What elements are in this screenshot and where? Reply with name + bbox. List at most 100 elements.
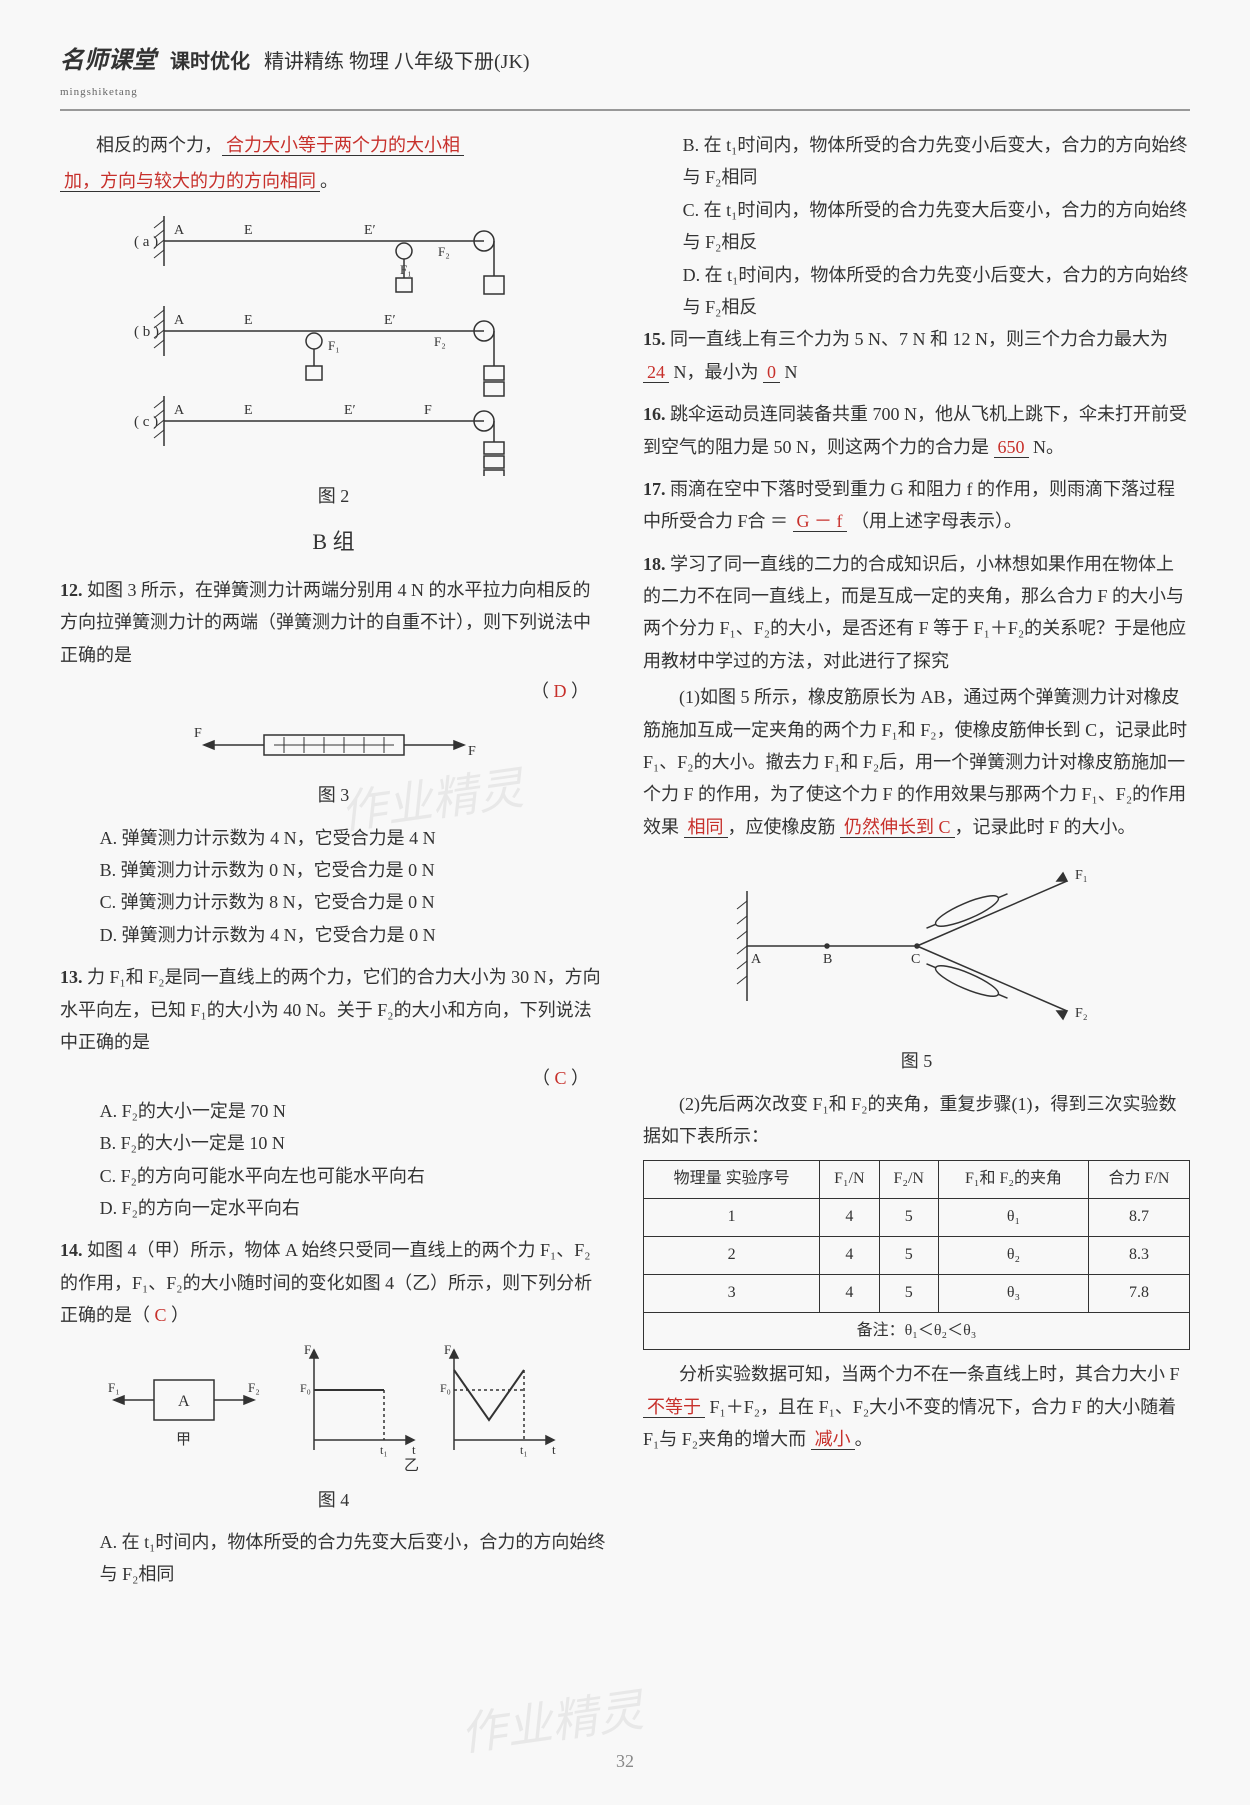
svg-text:乙: 乙 bbox=[404, 1458, 419, 1474]
svg-text:A: A bbox=[174, 403, 185, 418]
svg-text:F₂: F₂ bbox=[444, 1342, 456, 1357]
q12-num: 12. bbox=[60, 580, 83, 600]
svg-text:A: A bbox=[751, 952, 762, 967]
intro-para2: 加，方向与较大的力的方向相同。 bbox=[60, 165, 607, 197]
q14-optA: A. 在 t₁时间内，物体所受的合力先变大后变小，合力的方向始终与 F₂相同 bbox=[100, 1526, 607, 1591]
q18-ans4: 减小 bbox=[811, 1429, 855, 1450]
q12-optB: B. 弹簧测力计示数为 0 N，它受合力是 0 N bbox=[100, 854, 607, 886]
svg-text:F: F bbox=[468, 744, 476, 759]
intro-ans2: 加，方向与较大的力的方向相同 bbox=[60, 171, 320, 192]
question-15: 15. 同一直线上有三个力为 5 N、7 N 和 12 N，则三个力合力最大为 … bbox=[643, 323, 1190, 388]
svg-text:( a ): ( a ) bbox=[134, 234, 158, 250]
q12-optD: D. 弹簧测力计示数为 4 N，它受合力是 0 N bbox=[100, 919, 607, 951]
q16-t1: 跳伞运动员连同装备共重 700 N，他从飞机上跳下，伞未打开前受到空气的阻力是 … bbox=[643, 404, 1187, 456]
fig4-caption: 图 4 bbox=[60, 1484, 607, 1516]
th1: 物理量 实验序号 bbox=[644, 1161, 820, 1199]
right-column: B. 在 t₁时间内，物体所受的合力先变小后变大，合力的方向始终与 F₂相同 C… bbox=[643, 129, 1190, 1601]
experiment-table: 物理量 实验序号 F₁/N F₂/N F₁和 F₂的夹角 合力 F/N 1 4 … bbox=[643, 1160, 1190, 1350]
svg-text:E′: E′ bbox=[384, 313, 396, 328]
q13-optB: B. F₂的大小一定是 10 N bbox=[100, 1127, 607, 1159]
svg-text:F: F bbox=[194, 726, 202, 741]
q12-optA: A. 弹簧测力计示数为 4 N，它受合力是 4 N bbox=[100, 822, 607, 854]
svg-text:F₁: F₁ bbox=[400, 262, 412, 277]
svg-text:E′: E′ bbox=[344, 403, 356, 418]
q14-optB: B. 在 t₁时间内，物体所受的合力先变小后变大，合力的方向始终与 F₂相同 bbox=[683, 129, 1190, 194]
q17-t2: （用上述字母表示）。 bbox=[851, 511, 1022, 531]
table-row: 1 4 5 θ₁ 8.7 bbox=[644, 1199, 1190, 1237]
figure-5: A B C F₁ F₂ bbox=[643, 851, 1190, 1041]
q15-t2: N，最小为 bbox=[674, 362, 759, 382]
th2: F₁/N bbox=[820, 1161, 879, 1199]
concl-t3: 。 bbox=[855, 1429, 873, 1449]
q13-text: 力 F₁和 F₂是同一直线上的两个力，它们的合力大小为 30 N，方向水平向左，… bbox=[60, 967, 601, 1052]
question-16: 16. 跳伞运动员连同装备共重 700 N，他从飞机上跳下，伞未打开前受到空气的… bbox=[643, 398, 1190, 463]
brand: 名师课堂 bbox=[60, 40, 156, 83]
intro-period: 。 bbox=[320, 171, 338, 191]
concl-t1: 分析实验数据可知，当两个力不在一条直线上时，其合力大小 F bbox=[679, 1364, 1180, 1384]
q18-num: 18. bbox=[643, 554, 666, 574]
svg-text:E: E bbox=[244, 223, 253, 238]
q15-ans2: 0 bbox=[763, 362, 780, 383]
question-13: 13. 力 F₁和 F₂是同一直线上的两个力，它们的合力大小为 30 N，方向水… bbox=[60, 961, 607, 1224]
q13-optC: C. F₂的方向可能水平向左也可能水平向右 bbox=[100, 1160, 607, 1192]
th3: F₂/N bbox=[879, 1161, 938, 1199]
q15-t1: 同一直线上有三个力为 5 N、7 N 和 12 N，则三个力合力最大为 bbox=[670, 329, 1168, 349]
svg-text:E: E bbox=[244, 313, 253, 328]
question-18: 18. 学习了同一直线的二力的合成知识后，小林想如果作用在物体上的二力不在同一直… bbox=[643, 548, 1190, 1456]
svg-text:F₂: F₂ bbox=[1075, 1006, 1088, 1021]
left-column: 相反的两个力，合力大小等于两个力的大小相 加，方向与较大的力的方向相同。 ( a… bbox=[60, 129, 607, 1601]
q14-text: 如图 4（甲）所示，物体 A 始终只受同一直线上的两个力 F₁、F₂的作用，F₁… bbox=[60, 1240, 592, 1325]
q13-optD: D. F₂的方向一定水平向右 bbox=[100, 1192, 607, 1224]
page-number: 32 bbox=[0, 1745, 1250, 1777]
svg-text:( b ): ( b ) bbox=[134, 324, 159, 340]
q18-conclusion: 分析实验数据可知，当两个力不在一条直线上时，其合力大小 F 不等于 F₁＋F₂，… bbox=[643, 1358, 1190, 1455]
svg-text:F₂: F₂ bbox=[434, 334, 446, 349]
q12-answer: （ D ） bbox=[531, 681, 589, 701]
svg-text:( c ): ( c ) bbox=[134, 414, 158, 430]
q14-num: 14. bbox=[60, 1240, 83, 1260]
q15-t3: N bbox=[785, 362, 798, 382]
q18-sub1c: ，记录此时 F 的大小。 bbox=[955, 817, 1136, 837]
table-note: 备注：θ₁＜θ₂＜θ₃ bbox=[644, 1312, 1190, 1350]
q12-optC: C. 弹簧测力计示数为 8 N，它受合力是 0 N bbox=[100, 886, 607, 918]
q18-t1: 学习了同一直线的二力的合成知识后，小林想如果作用在物体上的二力不在同一直线上，而… bbox=[643, 554, 1186, 671]
svg-text:F: F bbox=[424, 403, 432, 418]
q13-optA: A. F₂的大小一定是 70 N bbox=[100, 1095, 607, 1127]
svg-text:F₂: F₂ bbox=[438, 244, 450, 259]
question-14: 14. 如图 4（甲）所示，物体 A 始终只受同一直线上的两个力 F₁、F₂的作… bbox=[60, 1234, 607, 1590]
svg-text:F₁: F₁ bbox=[1075, 868, 1088, 883]
svg-text:t: t bbox=[412, 1442, 416, 1457]
brand-pinyin: mingshiketang bbox=[60, 83, 1190, 103]
svg-text:E: E bbox=[244, 403, 253, 418]
q17-ans: G － f bbox=[793, 511, 847, 532]
svg-text:t₁: t₁ bbox=[520, 1443, 528, 1457]
svg-text:A: A bbox=[174, 223, 185, 238]
q16-t2: N。 bbox=[1033, 437, 1064, 457]
question-12: 12. 如图 3 所示，在弹簧测力计两端分别用 4 N 的水平拉力向相反的方向拉… bbox=[60, 574, 607, 952]
th4: F₁和 F₂的夹角 bbox=[938, 1161, 1088, 1199]
svg-text:F₁: F₁ bbox=[108, 1380, 120, 1395]
q18-sub1b: ，应使橡皮筋 bbox=[728, 817, 836, 837]
q16-num: 16. bbox=[643, 404, 666, 424]
svg-text:C: C bbox=[911, 952, 920, 967]
q14-close: ） bbox=[171, 1305, 189, 1325]
svg-text:F₀: F₀ bbox=[300, 1381, 311, 1395]
fig2-caption: 图 2 bbox=[60, 480, 607, 512]
th5: 合力 F/N bbox=[1089, 1161, 1190, 1199]
two-column-content: 相反的两个力，合力大小等于两个力的大小相 加，方向与较大的力的方向相同。 ( a… bbox=[60, 129, 1190, 1601]
q16-ans: 650 bbox=[994, 437, 1029, 458]
subtitle: 课时优化 bbox=[170, 44, 250, 80]
q14-optC: C. 在 t₁时间内，物体所受的合力先变大后变小，合力的方向始终与 F₂相反 bbox=[683, 194, 1190, 259]
q13-num: 13. bbox=[60, 967, 83, 987]
svg-text:甲: 甲 bbox=[176, 1432, 191, 1448]
q14-continued: B. 在 t₁时间内，物体所受的合力先变小后变大，合力的方向始终与 F₂相同 C… bbox=[643, 129, 1190, 323]
q18-sub1: (1)如图 5 所示，橡皮筋原长为 AB，通过两个弹簧测力计对橡皮筋施加互成一定… bbox=[643, 681, 1190, 843]
q17-num: 17. bbox=[643, 479, 666, 499]
q17-eq: ＝ bbox=[770, 511, 788, 531]
intro-para: 相反的两个力，合力大小等于两个力的大小相 bbox=[60, 129, 607, 161]
svg-text:F₀: F₀ bbox=[440, 1381, 451, 1395]
table-note-row: 备注：θ₁＜θ₂＜θ₃ bbox=[644, 1312, 1190, 1350]
concl-t2: F₁＋F₂，且在 F₁、F₂大小不变的情况下，合力 F 的大小随着 F₁与 F₂… bbox=[643, 1397, 1176, 1449]
q18-ans3: 不等于 bbox=[643, 1397, 705, 1418]
q15-ans1: 24 bbox=[643, 362, 669, 383]
